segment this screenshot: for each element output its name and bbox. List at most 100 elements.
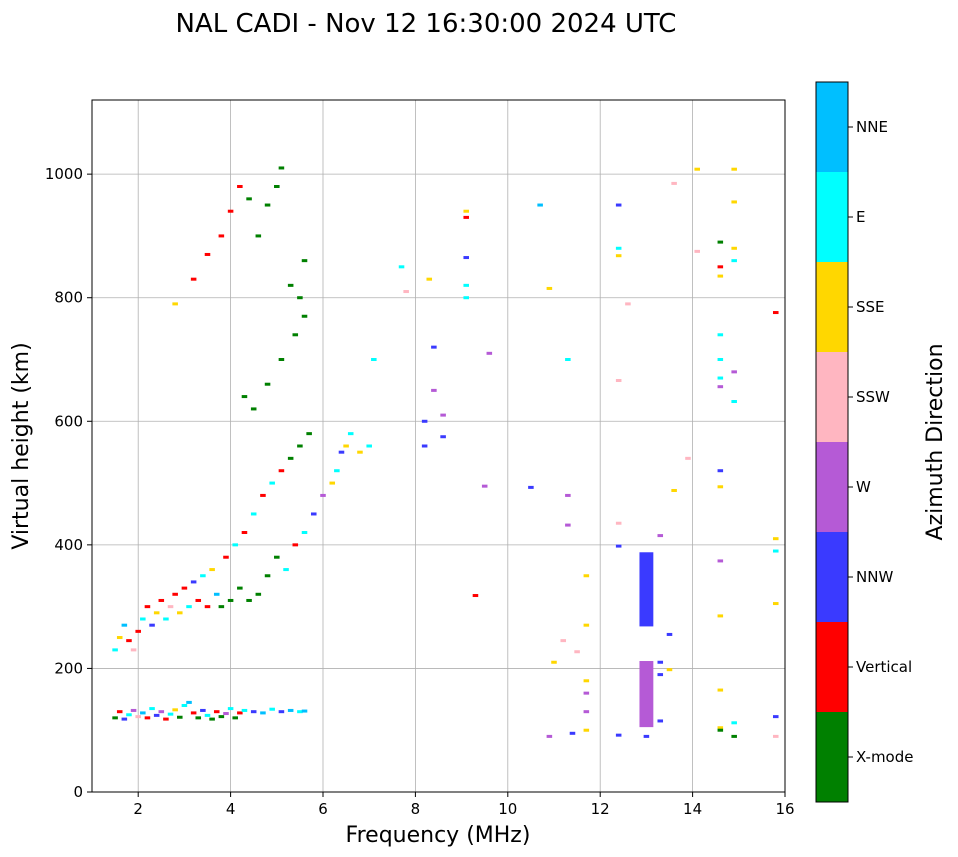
y-tick-label: 600 [54,412,83,430]
echo-point [250,710,257,714]
echo-point [190,580,197,584]
echo-point [158,598,165,602]
echo-point [694,167,700,171]
y-axis-label: Virtual height (km) [9,342,34,549]
echo-point [283,568,289,572]
echo-point [227,209,234,213]
echo-point [463,296,469,300]
echo-point [565,523,571,527]
echo-point [717,274,724,278]
echo-point [463,215,469,219]
echo-point [772,537,779,541]
echo-point [615,544,622,548]
y-tick-label: 800 [54,289,83,307]
colorbar-tick-label: W [856,478,871,496]
echo-point [278,469,285,473]
echo-point [486,351,493,355]
echo-point [615,379,622,383]
echo-point [172,302,178,306]
echo-point [301,259,308,263]
echo-point [772,549,779,553]
echo-point [421,444,428,448]
echo-point [371,358,377,361]
echo-point [717,485,724,489]
echo-point [440,413,446,417]
echo-point [153,611,160,615]
echo-point [190,711,197,715]
echo-point [167,712,174,716]
echo-point [366,444,372,448]
echo-point [657,534,664,538]
echo-point [232,543,238,547]
echo-point [264,203,271,207]
echo-point [153,713,160,717]
echo-point [657,660,664,664]
echo-point [121,623,128,627]
echo-point [551,660,557,664]
colorbar-frame [815,81,849,803]
echo-point [310,512,317,516]
x-tick-label: 2 [133,800,143,818]
chart-title: NAL CADI - Nov 12 16:30:00 2024 UTC [176,9,677,39]
echo-point [250,512,257,516]
echo-point [204,605,211,609]
echo-point [269,707,275,711]
echo-point [246,197,252,201]
x-tick-label: 10 [498,800,517,818]
y-tick-label: 1000 [45,165,83,183]
x-tick-label: 14 [683,800,702,818]
echo-point [269,481,275,485]
echo-point [274,185,280,188]
colorbar-tick-label: NNE [856,118,888,136]
echo-point [112,716,118,720]
echo-point [717,333,724,337]
echo-point [241,708,248,712]
echo-point [625,302,631,306]
echo-point [287,708,294,712]
echo-point [731,200,737,204]
echo-point [177,715,183,719]
echo-point [463,256,469,260]
echo-point [431,388,437,392]
echo-point [227,598,234,602]
echo-point [135,715,141,719]
echo-point [292,333,299,337]
echo-point [209,568,215,572]
echo-point [200,574,206,578]
echo-point [403,290,409,294]
echo-point [528,485,534,489]
echo-point [135,629,141,633]
echo-point [209,717,215,721]
y-tick-label: 200 [54,659,83,677]
echo-point [472,594,479,598]
echo-point [583,728,590,732]
echo-point [717,385,724,389]
plot-area: 2 4 6 8 10 12 14 16 0 200 400 600 800 1000 [45,99,795,818]
echo-point [772,602,779,606]
echo-point [717,240,724,244]
grid [92,100,785,792]
echo-point [186,700,192,704]
echo-point [398,265,405,269]
echo-point [717,265,724,269]
echo-point [223,712,229,716]
echo-point [149,707,155,711]
echo-point [440,435,446,439]
echo-point [144,716,151,720]
x-tick-label: 4 [226,800,236,818]
echo-point [130,708,137,712]
echo-point [112,648,118,652]
echo-point [731,721,737,725]
x-tick-label: 12 [591,800,610,818]
echo-point [126,639,132,643]
echo-point [260,711,266,715]
echo-point [657,673,664,677]
echo-point [163,717,169,721]
colorbar-tick-label: E [856,208,865,226]
echo-point [537,203,543,207]
colorbar-tick-label: Vertical [856,658,912,676]
echo-point [347,432,354,436]
echo-point [181,586,188,590]
echo-point [463,283,469,287]
